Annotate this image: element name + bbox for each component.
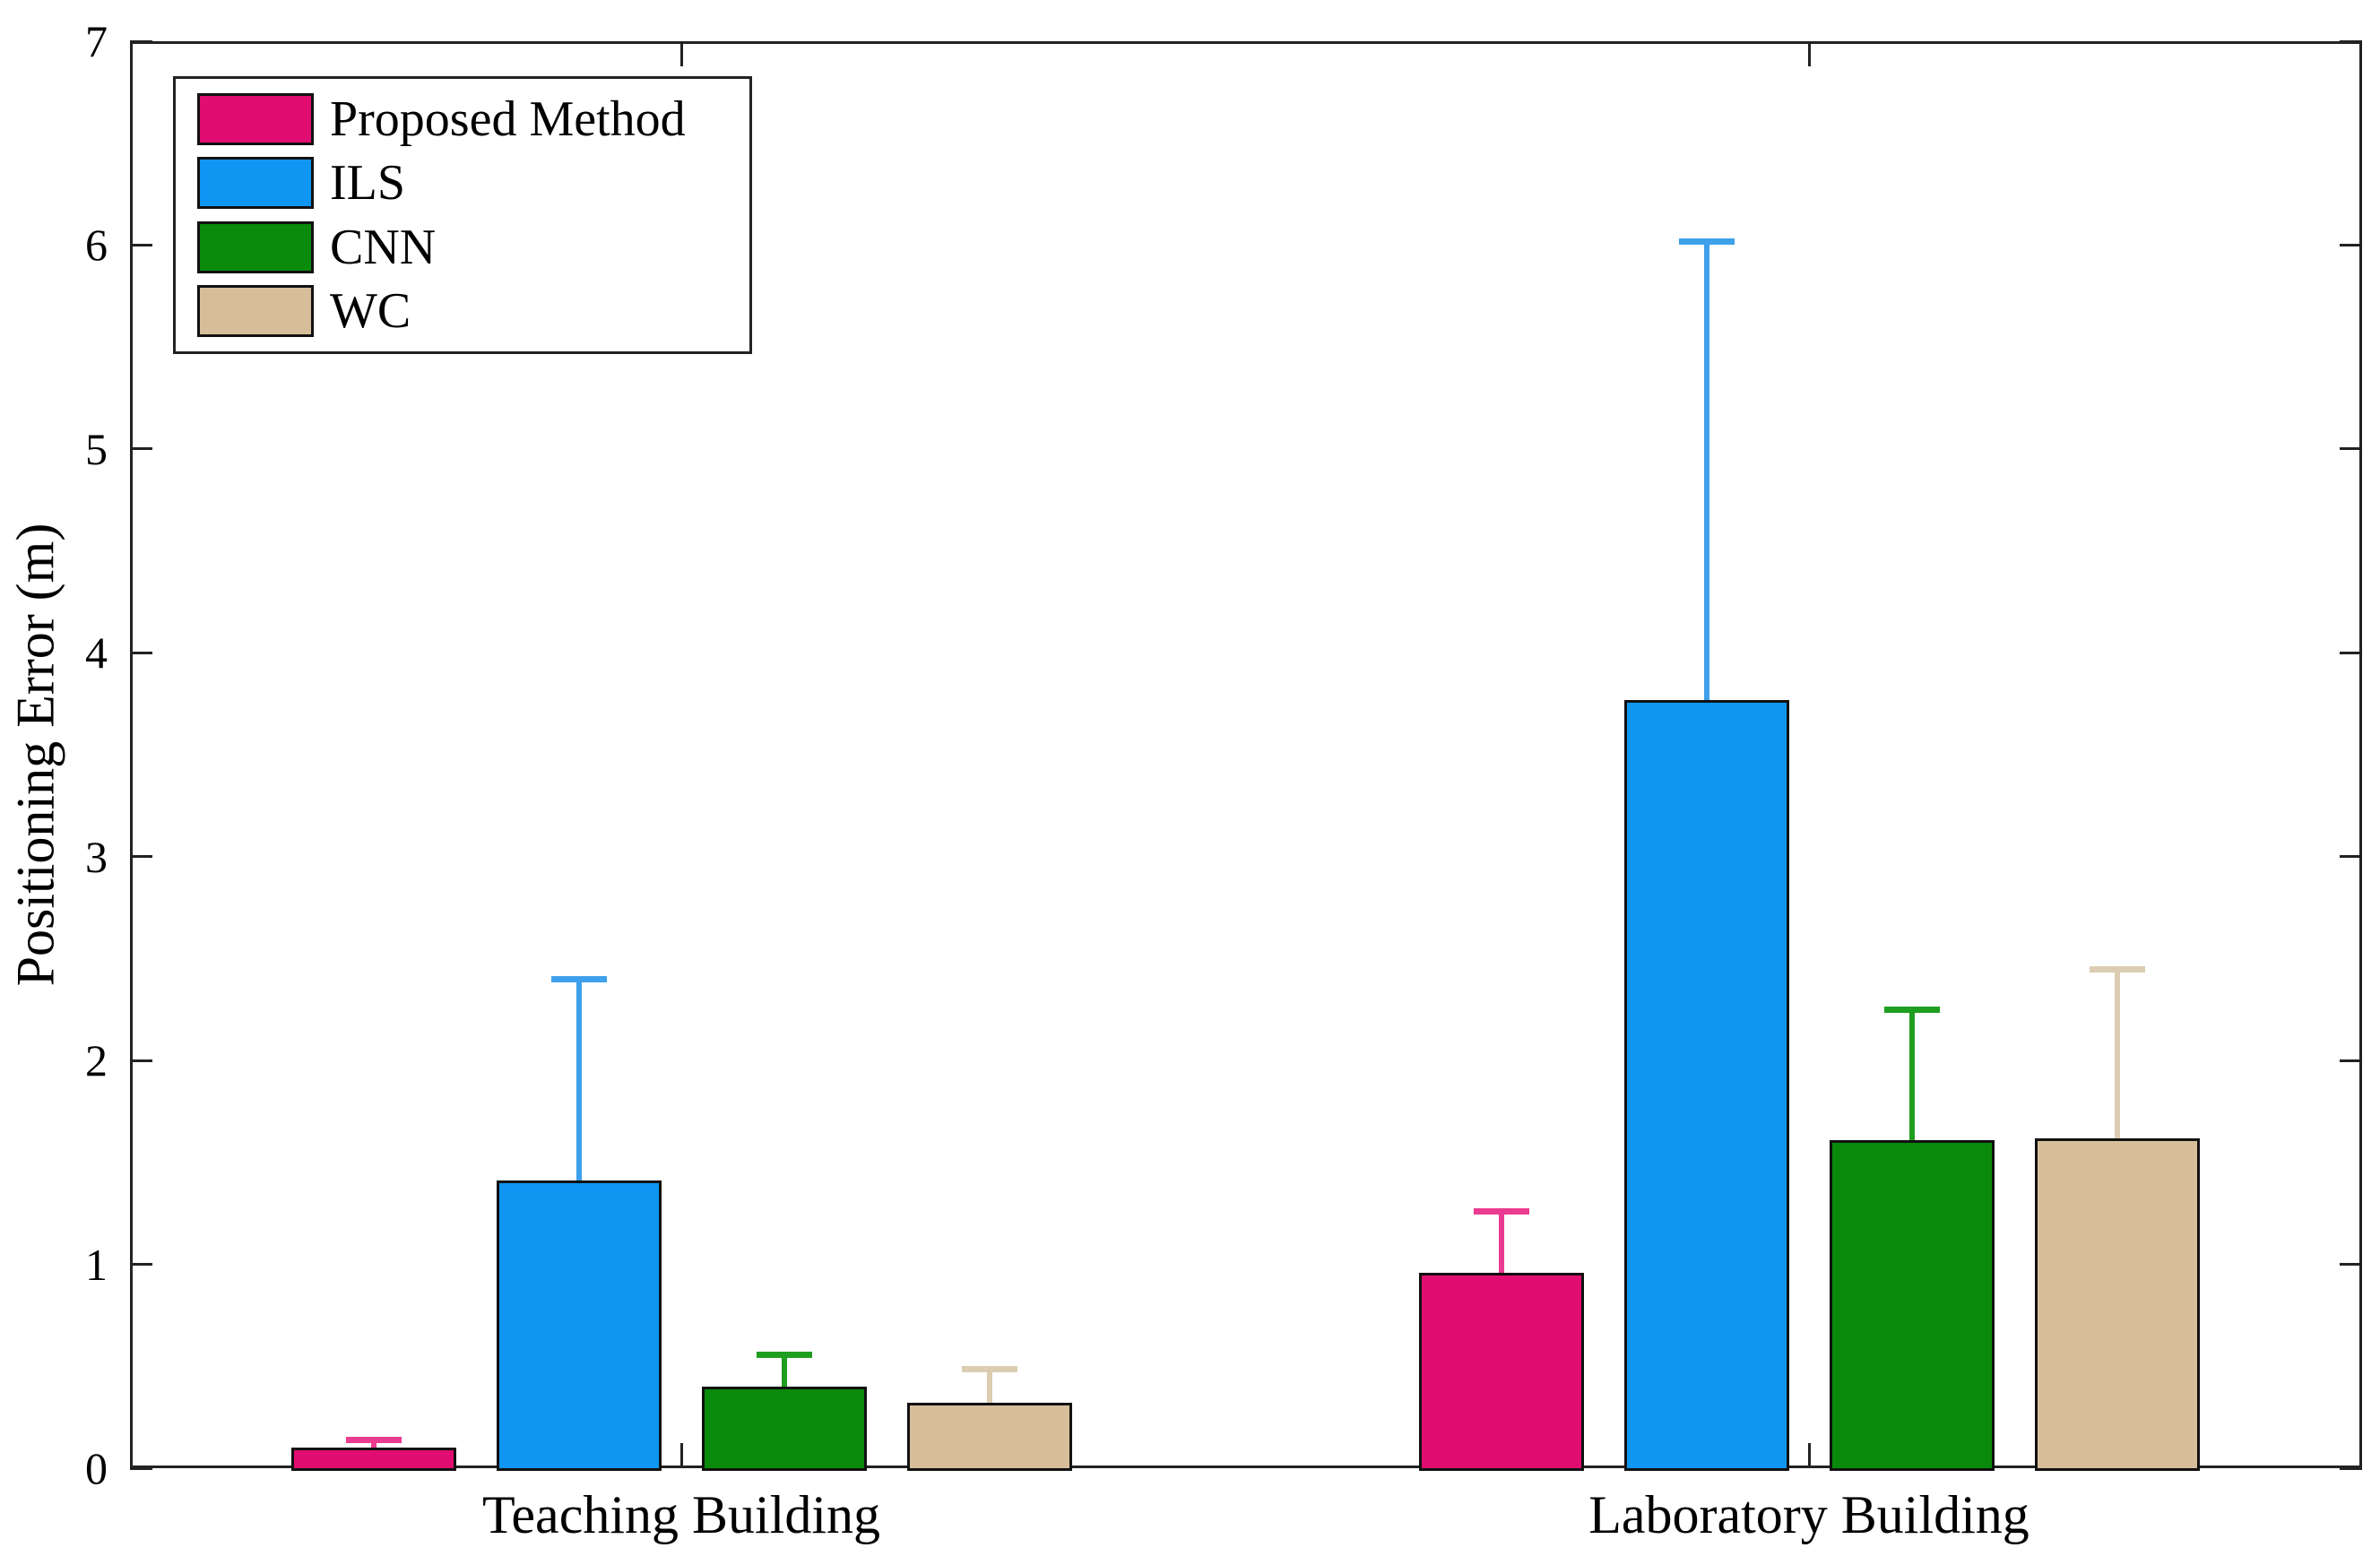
y-tick-mark-left — [130, 1466, 152, 1470]
y-tick-mark-left — [130, 855, 152, 859]
y-tick-mark-right — [2340, 1059, 2362, 1062]
x-tick-label-teaching-building: Teaching Building — [481, 1485, 881, 1544]
error-bar-stem-wc-laboratory-building — [2114, 968, 2120, 1138]
y-tick-mark-left — [130, 243, 152, 246]
y-tick-label: 1 — [85, 1239, 108, 1290]
x-tick-mark-bottom — [679, 1443, 683, 1466]
bar-cnn-teaching-building — [701, 1387, 867, 1471]
y-tick-mark-right — [2340, 1263, 2362, 1267]
y-tick-label: 7 — [85, 16, 108, 66]
y-tick-mark-left — [130, 1263, 152, 1267]
bar-ils-laboratory-building — [1623, 699, 1789, 1471]
legend-swatch-proposed-method — [197, 93, 314, 145]
error-bar-cap-proposed-method-teaching-building — [345, 1437, 402, 1444]
error-bar-stem-wc-teaching-building — [986, 1368, 992, 1404]
error-bar-cap-wc-teaching-building — [961, 1365, 1017, 1372]
bar-proposed-method-teaching-building — [290, 1448, 456, 1471]
x-tick-mark-top — [1807, 44, 1811, 66]
legend-item-ils: ILS — [197, 155, 749, 211]
legend-label-proposed-method: Proposed Method — [330, 91, 686, 147]
legend-label-wc: WC — [330, 282, 411, 339]
y-tick-mark-left — [130, 651, 152, 654]
legend-label-ils: ILS — [330, 155, 405, 212]
y-tick-label: 6 — [85, 220, 108, 271]
y-tick-mark-right — [2340, 447, 2362, 451]
x-tick-mark-bottom — [1807, 1443, 1811, 1466]
y-axis-label: Positioning Error (m) — [5, 523, 65, 987]
error-bar-cap-proposed-method-laboratory-building — [1473, 1208, 1529, 1215]
y-tick-label: 3 — [85, 831, 108, 882]
error-bar-cap-ils-teaching-building — [550, 976, 607, 983]
error-bar-stem-proposed-method-teaching-building — [370, 1440, 376, 1448]
legend-item-cnn: CNN — [197, 220, 749, 275]
error-bar-cap-ils-laboratory-building — [1678, 238, 1735, 245]
legend: Proposed Method ILS CNN WC — [173, 76, 752, 354]
legend-swatch-ils — [197, 157, 314, 210]
y-tick-mark-right — [2340, 651, 2362, 654]
error-bar-stem-cnn-teaching-building — [781, 1353, 787, 1387]
y-tick-label: 2 — [85, 1035, 108, 1086]
error-bar-stem-proposed-method-laboratory-building — [1498, 1211, 1504, 1273]
error-bar-stem-cnn-laboratory-building — [1908, 1009, 1915, 1140]
error-bar-stem-ils-laboratory-building — [1703, 240, 1709, 700]
error-bar-cap-wc-laboratory-building — [2089, 965, 2145, 973]
error-bar-cap-cnn-teaching-building — [756, 1351, 812, 1358]
y-tick-mark-left — [130, 39, 152, 43]
bar-proposed-method-laboratory-building — [1418, 1272, 1584, 1471]
y-tick-mark-right — [2340, 243, 2362, 246]
error-bar-cap-cnn-laboratory-building — [1883, 1007, 1940, 1014]
x-tick-mark-top — [679, 44, 683, 66]
y-tick-label: 4 — [85, 627, 108, 679]
legend-swatch-cnn — [197, 220, 314, 273]
y-tick-mark-right — [2340, 855, 2362, 859]
bar-wc-laboratory-building — [2034, 1137, 2200, 1471]
x-tick-label-laboratory-building: Laboratory Building — [1588, 1485, 2029, 1544]
bar-cnn-laboratory-building — [1829, 1139, 1995, 1471]
y-tick-mark-left — [130, 447, 152, 451]
error-bar-stem-ils-teaching-building — [576, 979, 582, 1181]
y-tick-label: 5 — [85, 423, 108, 474]
legend-swatch-wc — [197, 284, 314, 337]
legend-label-cnn: CNN — [330, 219, 437, 275]
y-tick-label: 0 — [85, 1443, 108, 1493]
bar-wc-teaching-building — [906, 1403, 1072, 1471]
y-tick-mark-right — [2340, 39, 2362, 43]
legend-item-wc: WC — [197, 283, 749, 339]
y-tick-mark-left — [130, 1059, 152, 1062]
bar-ils-teaching-building — [496, 1180, 662, 1471]
legend-item-proposed-method: Proposed Method — [197, 91, 749, 147]
y-tick-mark-right — [2340, 1466, 2362, 1470]
